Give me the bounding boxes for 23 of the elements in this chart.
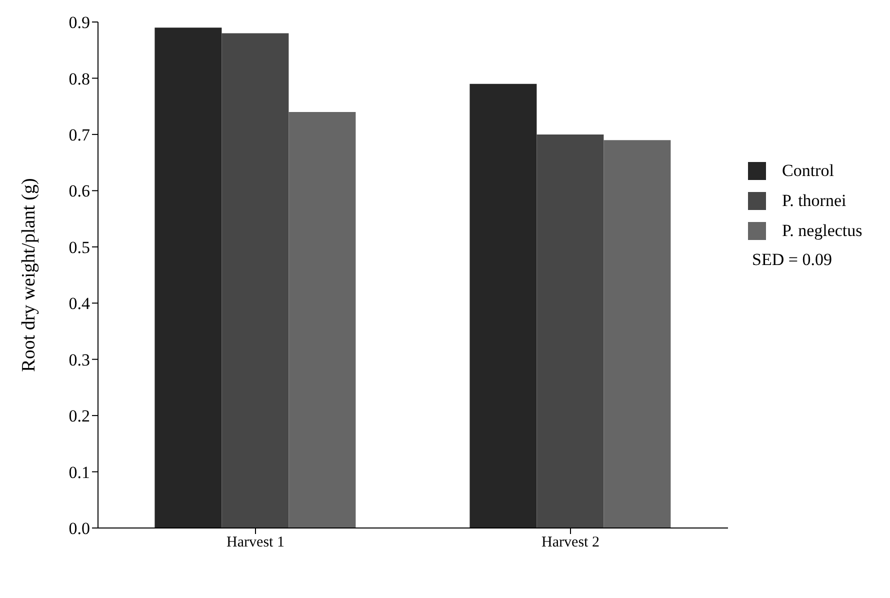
- legend-label: P. thornei: [782, 191, 846, 211]
- y-tick-label: 0.1: [68, 462, 90, 482]
- y-tick-label: 0.9: [68, 13, 90, 32]
- text: SED = 0.09: [752, 250, 833, 270]
- y-tick-label: 0.2: [68, 406, 90, 426]
- y-tick-label: 0.8: [68, 69, 90, 88]
- bar: [536, 134, 604, 528]
- y-tick-label: 0.4: [68, 294, 90, 314]
- legend-label: Control: [782, 161, 834, 181]
- legend-label: P. neglectus: [782, 221, 862, 241]
- bar: [604, 140, 671, 528]
- bar: [154, 28, 222, 528]
- y-tick-label: 0.7: [68, 125, 90, 144]
- bar: [288, 112, 356, 528]
- x-tick-label: Harvest 2: [542, 534, 600, 551]
- y-tick-label: 0.6: [68, 182, 90, 201]
- y-tick-label: 0.3: [68, 350, 90, 370]
- bar: [222, 33, 289, 528]
- y-axis-title: Root dry weight/plant (g): [18, 178, 40, 372]
- y-tick-label: 0.5: [68, 238, 90, 257]
- bar: [470, 84, 537, 528]
- y-tick-label: 0.0: [68, 519, 90, 538]
- x-tick-label: Harvest 1: [226, 534, 284, 551]
